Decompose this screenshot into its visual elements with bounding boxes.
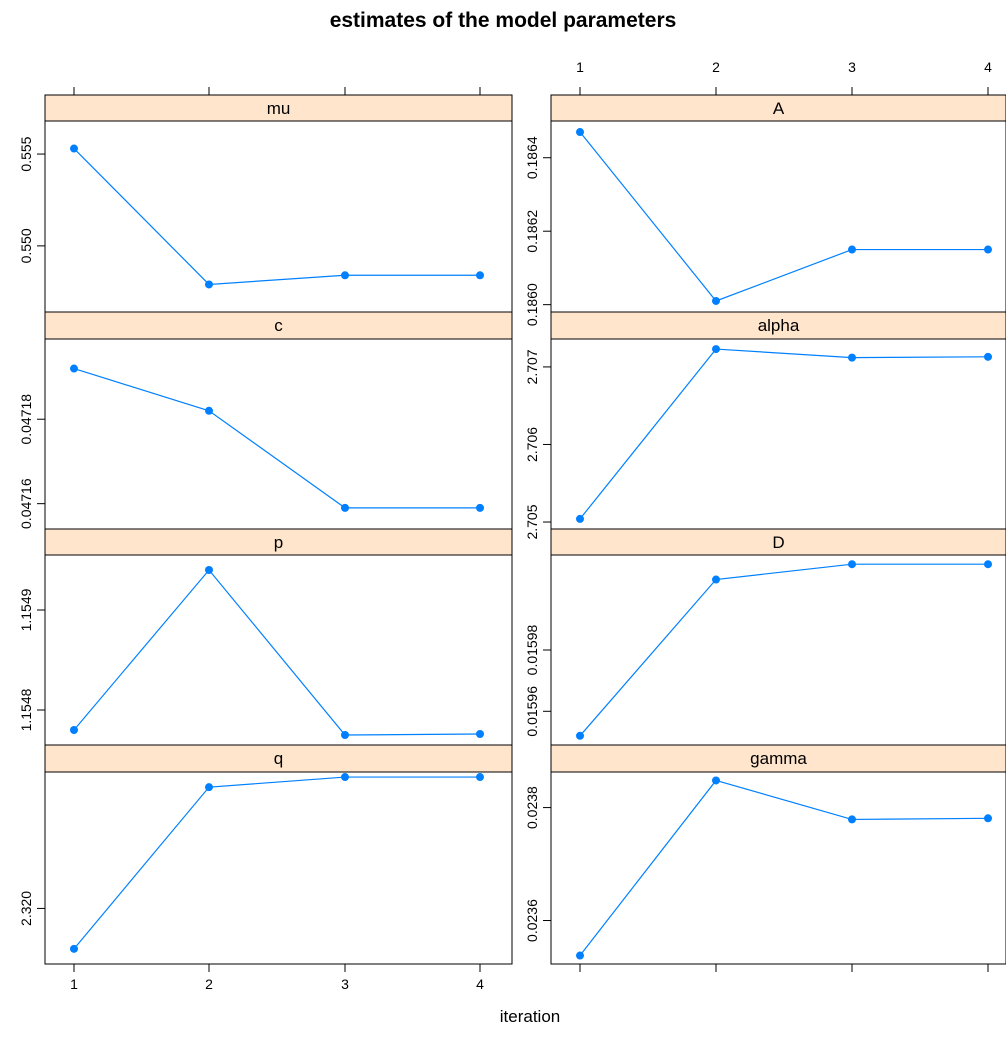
series-line-c (73, 367, 480, 509)
y-tick-label-gamma-1: 0.0238 (524, 786, 540, 829)
x-tick-label-top-3: 3 (848, 59, 856, 75)
y-tick-label-p-1: 1.1549 (18, 588, 34, 631)
x-axis-label: iteration (500, 1007, 560, 1026)
data-point-A-3 (848, 245, 856, 254)
x-tick-label-bottom-1: 1 (70, 976, 78, 992)
data-point-A-4 (984, 245, 992, 254)
strip-c (44, 311, 513, 340)
data-point-q-3 (341, 773, 349, 782)
strip-D (550, 528, 1006, 556)
panel-frame-q (44, 771, 513, 965)
data-point-q-1 (70, 944, 78, 953)
chart-title: estimates of the model parameters (330, 9, 677, 32)
panel-frame-mu (44, 120, 513, 313)
strip-label-D: D (772, 533, 784, 552)
data-point-A-2 (712, 296, 720, 305)
x-tick-label-top-1: 1 (576, 59, 584, 75)
y-tick-label-alpha-2: 2.707 (524, 349, 540, 384)
series-line-A (579, 131, 988, 302)
y-tick-label-alpha-0: 2.705 (524, 504, 540, 539)
strip-p (44, 528, 513, 556)
series-line-p (73, 569, 481, 736)
series-line-alpha (579, 348, 989, 520)
data-point-q-4 (476, 773, 484, 782)
y-tick-label-D-0: 0.01596 (524, 686, 540, 737)
data-point-alpha-1 (576, 514, 584, 523)
y-tick-label-D-1: 0.01598 (524, 624, 540, 675)
y-tick-label-c-1: 0.04718 (18, 394, 34, 445)
x-tick-label-bottom-2: 2 (205, 976, 213, 992)
data-point-p-1 (70, 726, 78, 734)
panel-frame-gamma (550, 771, 1006, 965)
strip-q (44, 744, 513, 773)
y-tick-label-mu-1: 0.555 (18, 136, 34, 171)
data-point-alpha-2 (712, 345, 720, 354)
y-tick-label-gamma-0: 0.0236 (524, 899, 540, 942)
x-tick-label-bottom-3: 3 (341, 976, 349, 992)
x-tick-label-bottom-4: 4 (476, 976, 484, 992)
data-point-alpha-4 (984, 352, 992, 361)
strip-alpha (550, 311, 1006, 340)
panel-frame-c (44, 338, 513, 530)
panels-group: mu 0.550 0.555 c 0.04716 0.04718 p 1.1548 1.1549… (18, 59, 1006, 992)
panel-frame-alpha (550, 338, 1006, 530)
y-tick-label-A-0: 0.1860 (524, 283, 540, 326)
y-tick-label-mu-0: 0.550 (18, 228, 34, 263)
data-point-gamma-1 (576, 951, 584, 960)
data-point-mu-1 (70, 144, 78, 153)
data-point-c-1 (70, 364, 78, 373)
data-point-gamma-4 (984, 814, 992, 823)
data-point-mu-2 (205, 280, 213, 289)
data-point-q-2 (205, 783, 213, 792)
strip-label-A: A (773, 99, 785, 118)
series-line-mu (73, 148, 480, 286)
y-tick-label-c-0: 0.04716 (18, 478, 34, 529)
series-line-D (579, 563, 988, 737)
panel-frame-D (550, 554, 1006, 746)
strip-mu (44, 94, 513, 122)
data-point-p-4 (476, 730, 484, 738)
strip-gamma (550, 744, 1006, 773)
strip-label-alpha: alpha (758, 316, 800, 335)
panel-frame-A (550, 120, 1006, 313)
data-point-D-3 (848, 560, 856, 569)
data-point-p-2 (205, 566, 213, 574)
y-tick-label-q-0: 2.320 (18, 891, 34, 926)
data-point-D-2 (712, 575, 720, 584)
data-point-A-1 (576, 128, 584, 137)
y-tick-label-p-0: 1.1548 (18, 688, 34, 731)
data-point-c-3 (341, 503, 349, 512)
data-point-gamma-2 (712, 776, 720, 785)
strip-label-c: c (274, 316, 283, 335)
series-line-q (73, 776, 480, 950)
data-point-mu-4 (476, 271, 484, 280)
data-point-p-3 (341, 731, 349, 739)
strip-A (550, 94, 1006, 122)
series-line-gamma (579, 779, 989, 956)
data-point-D-1 (576, 731, 584, 740)
strip-label-q: q (274, 749, 283, 768)
data-point-alpha-3 (848, 353, 856, 362)
strip-label-p: p (274, 533, 283, 552)
y-tick-label-alpha-1: 2.706 (524, 427, 540, 462)
x-tick-label-top-4: 4 (984, 59, 992, 75)
y-tick-label-A-2: 0.1864 (524, 136, 540, 179)
data-point-c-2 (205, 406, 213, 415)
strip-label-gamma: gamma (750, 749, 807, 768)
y-tick-label-A-1: 0.1862 (524, 210, 540, 253)
data-point-D-4 (984, 560, 992, 569)
data-point-gamma-3 (848, 815, 856, 824)
data-point-c-4 (476, 503, 484, 512)
panel-frame-p (44, 554, 513, 746)
data-point-mu-3 (341, 271, 349, 280)
x-tick-label-top-2: 2 (712, 59, 720, 75)
strip-label-mu: mu (267, 99, 291, 118)
